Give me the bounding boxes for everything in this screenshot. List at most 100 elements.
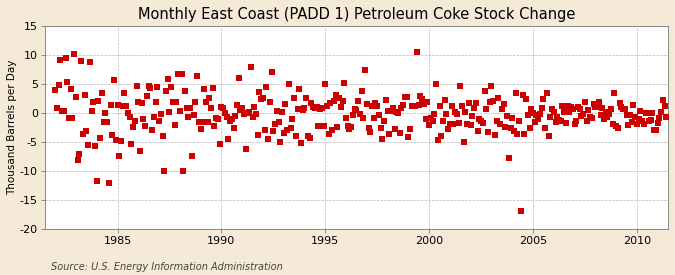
Point (464, 101, 475, 106)
Point (84, 59, 95, 64)
Point (391, 109, 402, 114)
Point (152, 85, 163, 90)
Point (78, 131, 88, 136)
Point (369, 116, 379, 120)
Point (281, 128, 292, 132)
Point (554, 118, 564, 123)
Point (317, 105, 327, 110)
Point (441, 112, 452, 116)
Point (620, 106, 630, 111)
Point (609, 91, 620, 96)
Point (256, 97, 267, 101)
Point (185, 106, 196, 110)
Point (379, 119, 389, 123)
Point (176, 72, 187, 76)
Point (657, 98, 668, 102)
Point (450, 110, 460, 114)
Point (247, 114, 258, 119)
Point (522, 112, 533, 117)
Text: Source: U.S. Energy Information Administration: Source: U.S. Energy Information Administ… (51, 262, 282, 272)
Point (320, 82, 331, 86)
Title: Monthly East Coast (PADD 1) Petroleum Coke Stock Change: Monthly East Coast (PADD 1) Petroleum Co… (138, 7, 575, 22)
Point (556, 119, 566, 124)
Point (265, 100, 275, 104)
Point (50, 88, 61, 92)
Point (53, 83, 64, 88)
Point (472, 128, 483, 133)
Point (273, 120, 284, 125)
Point (102, 120, 113, 124)
Point (341, 116, 352, 120)
Point (284, 82, 294, 86)
Point (107, 133, 117, 137)
Point (115, 139, 126, 143)
Point (592, 104, 603, 109)
Point (90, 144, 101, 148)
Point (519, 132, 530, 136)
Point (568, 106, 578, 111)
Point (491, 119, 502, 123)
Point (476, 119, 487, 123)
Point (486, 84, 497, 89)
Point (161, 89, 171, 94)
Point (446, 103, 457, 108)
Point (467, 114, 478, 119)
Point (572, 105, 583, 110)
Point (453, 121, 464, 126)
Point (290, 134, 301, 138)
Point (361, 102, 372, 106)
Point (358, 116, 369, 121)
Point (169, 123, 180, 127)
Point (178, 169, 189, 173)
Point (232, 103, 242, 108)
Point (82, 143, 93, 147)
Point (396, 106, 407, 111)
Point (157, 134, 168, 138)
Point (356, 88, 367, 93)
Point (533, 117, 543, 122)
Point (159, 169, 169, 173)
Point (632, 122, 643, 126)
Point (51, 106, 62, 111)
Point (401, 95, 412, 99)
Point (611, 124, 622, 128)
Point (140, 123, 151, 128)
Point (88, 100, 99, 104)
Point (652, 121, 663, 125)
Point (121, 104, 132, 108)
Point (349, 106, 360, 111)
Point (517, 93, 528, 98)
Point (258, 96, 269, 100)
Point (520, 97, 531, 101)
Point (645, 118, 656, 122)
Point (109, 78, 119, 82)
Point (574, 107, 585, 111)
Point (67, 116, 78, 120)
Point (502, 113, 512, 118)
Point (661, 115, 672, 119)
Point (507, 116, 518, 120)
Point (510, 91, 521, 95)
Point (540, 126, 551, 130)
Point (237, 106, 248, 110)
Point (385, 109, 396, 114)
Point (415, 94, 426, 98)
Point (86, 109, 97, 113)
Point (630, 115, 641, 119)
Point (602, 114, 613, 119)
Point (585, 115, 595, 120)
Point (136, 100, 147, 105)
Point (659, 104, 670, 109)
Point (252, 133, 263, 137)
Point (531, 112, 542, 117)
Point (413, 103, 424, 107)
Point (200, 100, 211, 105)
Point (500, 125, 511, 129)
Point (437, 119, 448, 123)
Point (254, 90, 265, 94)
Point (286, 125, 296, 130)
Point (427, 119, 438, 123)
Point (583, 108, 594, 112)
Point (474, 117, 485, 121)
Point (112, 103, 123, 108)
